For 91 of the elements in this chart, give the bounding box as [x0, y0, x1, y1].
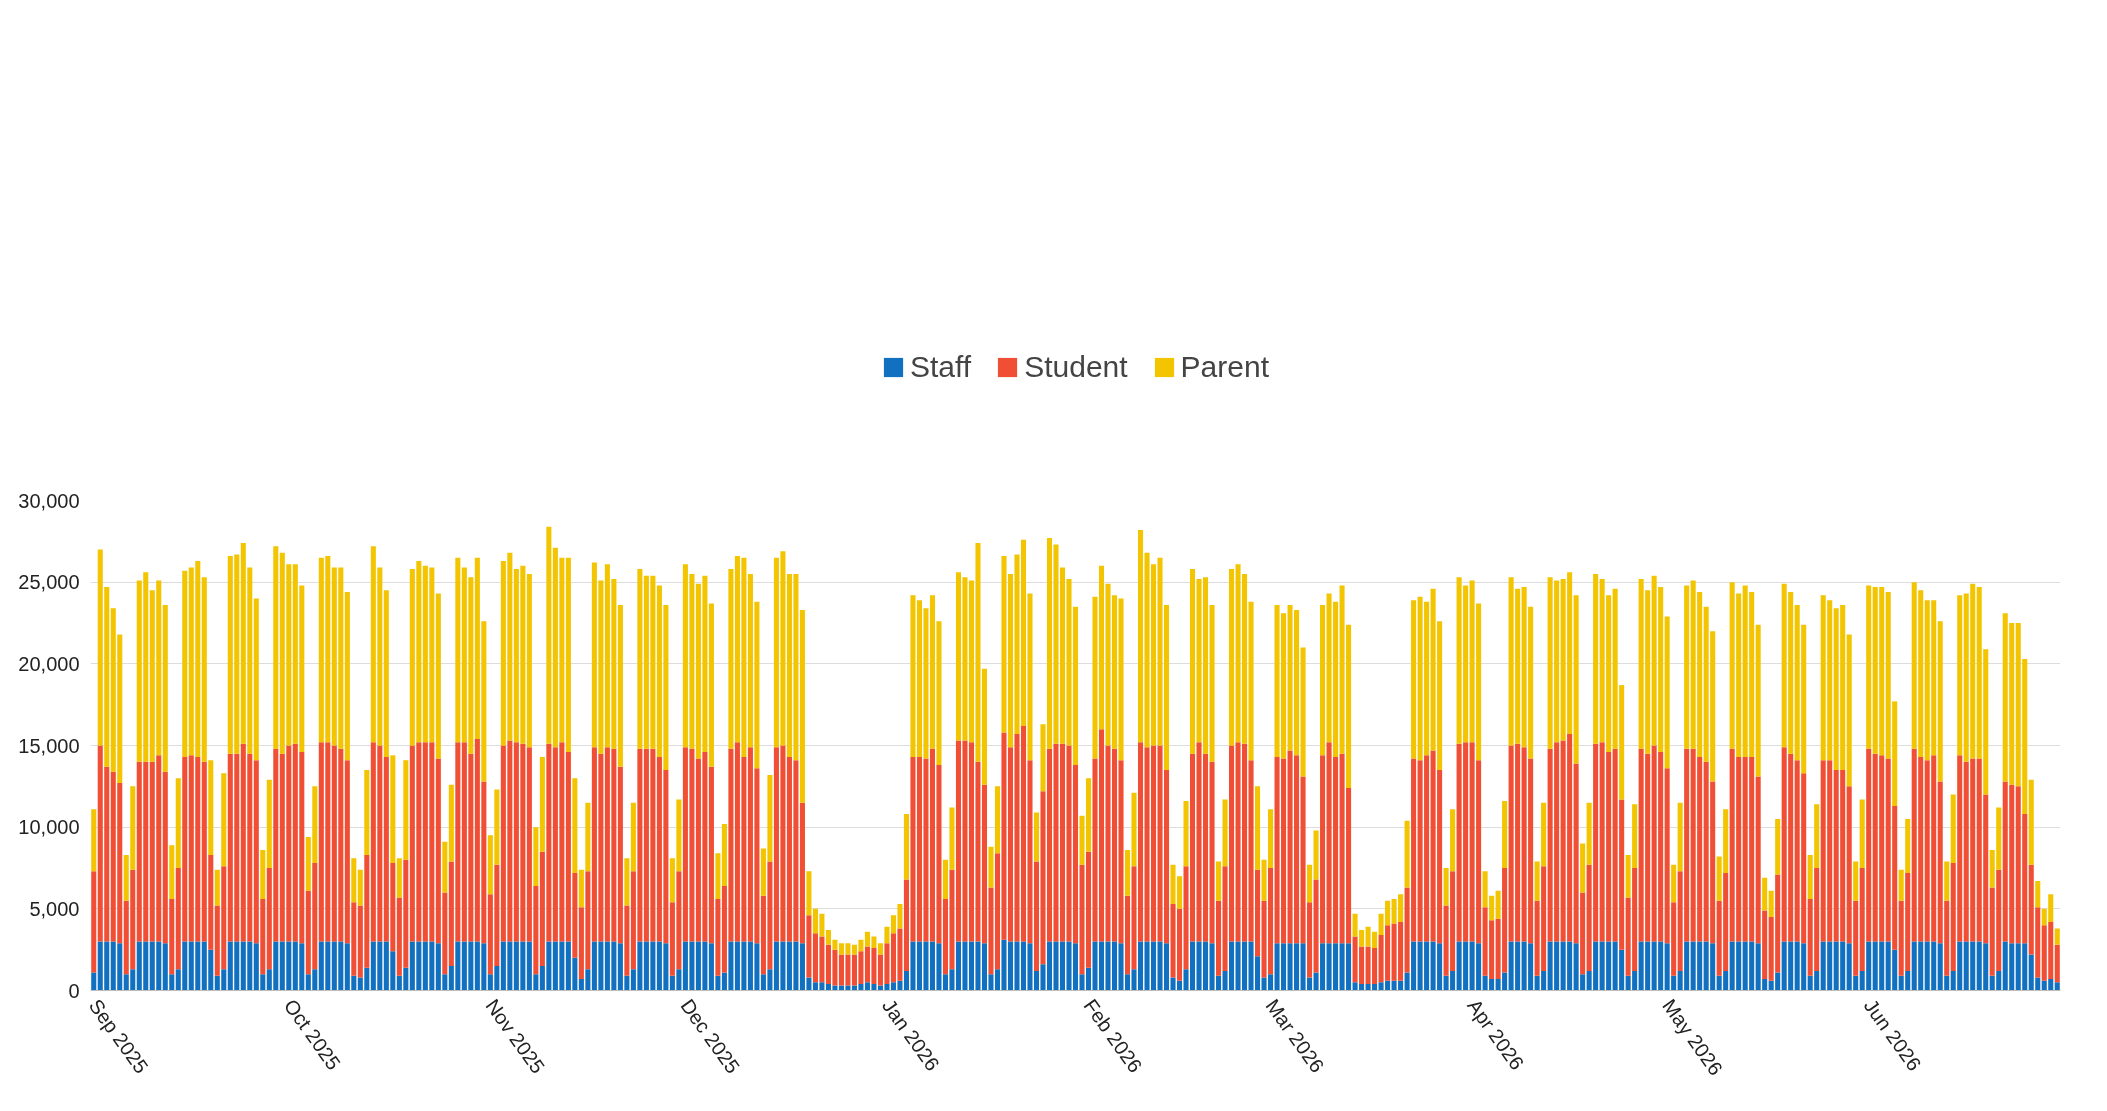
legend-label: Staff [910, 349, 972, 384]
bar [630, 802, 636, 872]
bar [2054, 944, 2060, 983]
bar [624, 858, 630, 906]
bar [572, 778, 578, 873]
bar [455, 557, 461, 743]
bar [357, 869, 363, 906]
bar [1580, 843, 1586, 893]
bar [1033, 812, 1040, 862]
bar [214, 869, 220, 906]
bar [1183, 801, 1189, 867]
bar [344, 591, 350, 761]
bar [884, 926, 890, 944]
bar [728, 569, 734, 749]
bar [1950, 794, 1956, 864]
bar [1229, 569, 1235, 746]
bar [1593, 574, 1599, 744]
bar [2035, 881, 2041, 908]
bar [721, 823, 727, 886]
bar [637, 569, 643, 749]
bar [1255, 786, 1261, 870]
bar [260, 850, 266, 900]
bar [91, 972, 97, 991]
bar [182, 570, 188, 757]
bar [1937, 621, 1943, 782]
bar [546, 526, 552, 744]
bar [1768, 890, 1774, 917]
bar [1853, 861, 1859, 901]
bar [877, 943, 883, 955]
bar [910, 595, 916, 757]
y-tick-label: 0 [68, 979, 80, 1002]
bar [1846, 634, 1852, 787]
bar [1300, 647, 1306, 777]
bar [435, 593, 441, 759]
bar [565, 557, 571, 753]
bar [91, 809, 97, 872]
bar [1944, 861, 1950, 901]
bar [2028, 779, 2034, 865]
bar [1866, 585, 1872, 749]
bar [221, 773, 227, 867]
y-tick-label: 15,000 [18, 734, 80, 757]
bar [533, 827, 539, 886]
bar [1313, 830, 1319, 880]
y-tick-label: 30,000 [18, 489, 80, 512]
bar [1216, 861, 1222, 901]
bar [806, 871, 812, 916]
bar [799, 609, 805, 803]
bar [1586, 802, 1592, 865]
bar [1248, 601, 1254, 761]
bar [1320, 605, 1326, 756]
bar [169, 845, 175, 900]
bar [708, 603, 714, 767]
legend-label: Student [1024, 349, 1128, 384]
bar [1684, 585, 1690, 749]
y-tick-label: 25,000 [18, 571, 80, 594]
bar [617, 605, 623, 767]
bar [364, 770, 370, 855]
bar [448, 784, 454, 862]
bar [175, 778, 181, 868]
bar [1755, 624, 1761, 777]
bar [1671, 864, 1677, 903]
bar [91, 871, 97, 973]
bar [1573, 595, 1579, 764]
bar [1762, 877, 1768, 911]
bar [1495, 890, 1501, 919]
y-tick-label: 20,000 [18, 652, 80, 675]
bar [1664, 616, 1670, 769]
bar [1859, 799, 1865, 868]
bar [266, 779, 272, 868]
bar [1677, 802, 1683, 872]
bar [539, 756, 545, 852]
bar [1404, 820, 1410, 888]
bar [442, 841, 448, 893]
bar [2054, 928, 2060, 945]
bar [1411, 600, 1417, 759]
bar [1307, 864, 1313, 903]
bar [903, 814, 909, 880]
bar [1222, 799, 1228, 867]
bar [2054, 982, 2060, 991]
legend-label: Parent [1180, 349, 1269, 384]
bar [1502, 801, 1508, 868]
bar [1775, 819, 1781, 875]
bar [715, 853, 721, 900]
bar [351, 858, 357, 903]
bar [526, 574, 532, 748]
bar [1957, 595, 1963, 756]
y-tick-label: 5,000 [29, 897, 80, 920]
bar [273, 546, 279, 749]
y-tick-label: 10,000 [18, 816, 80, 839]
bar [162, 605, 168, 772]
bar [253, 598, 259, 761]
